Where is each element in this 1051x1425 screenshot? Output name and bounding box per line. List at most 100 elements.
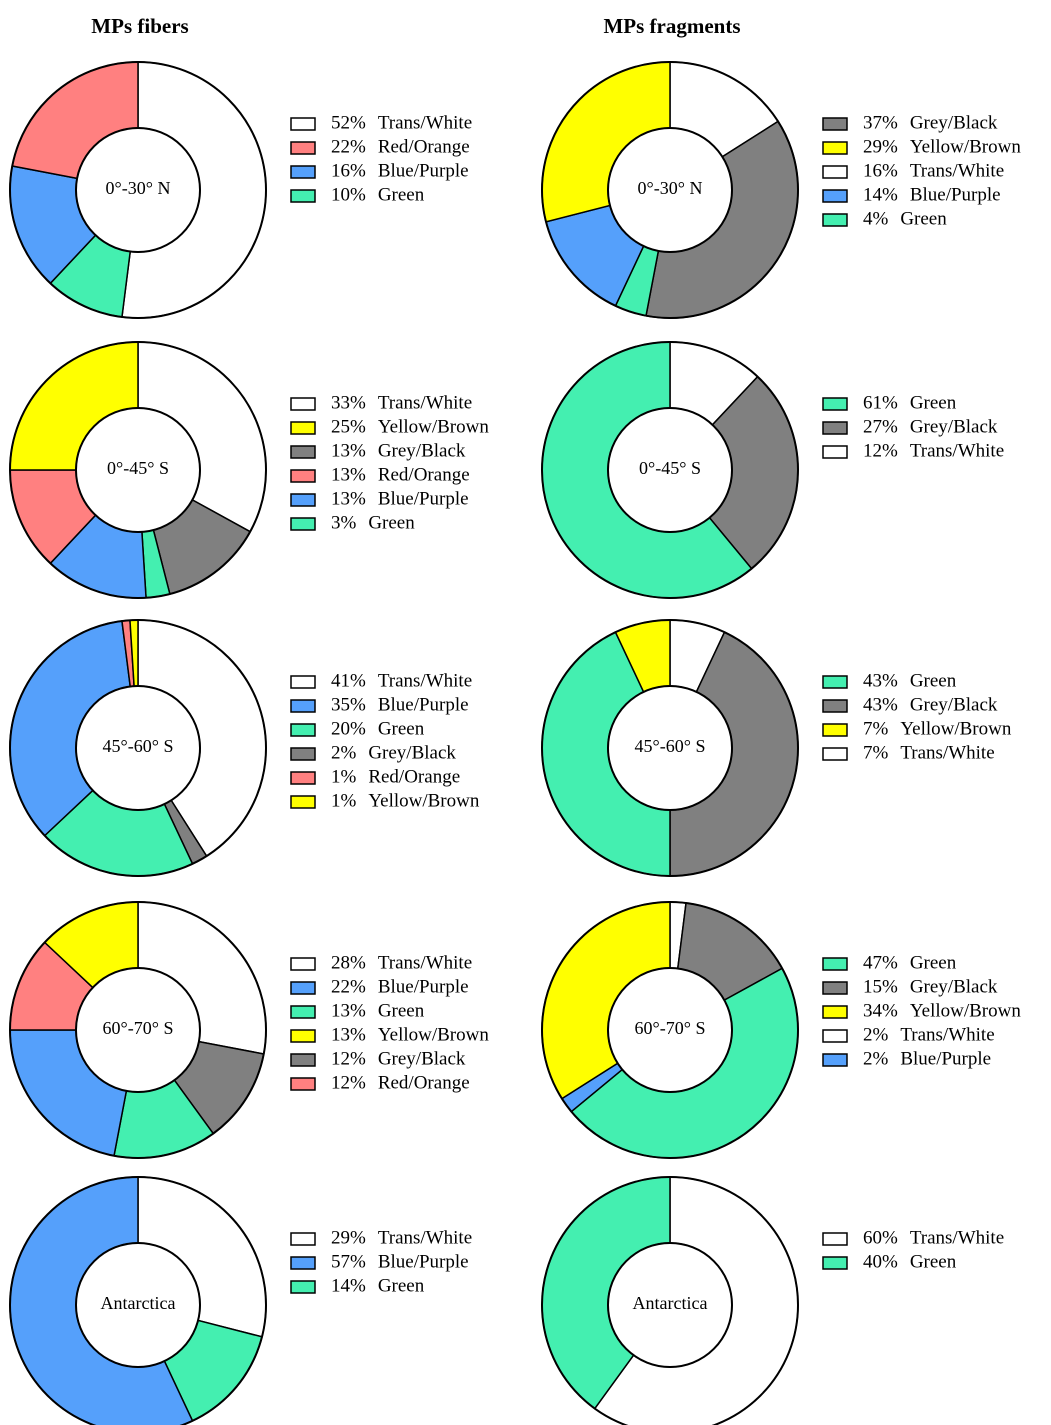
legend-label: Green [910,952,957,973]
donut-outline [9,619,267,877]
donut-hole [75,407,201,533]
legend-swatch [822,675,848,689]
legend-label: Grey/Black [910,976,998,997]
donut-outline [9,341,267,599]
legend-value: 33% [331,392,366,413]
center-label: 60°-70° S [635,1018,706,1038]
legend-value: 2% [331,742,357,763]
legend-value: 10% [331,184,366,205]
legend-label: Trans/White [378,1227,472,1248]
legend-value: 43% [863,694,898,715]
legend-swatch [290,1053,316,1067]
legend-swatch [290,771,316,785]
donut-hole [75,1242,201,1368]
legend-value: 43% [863,670,898,691]
legend-swatch [290,1005,316,1019]
legend-value: 25% [331,416,366,437]
legend-value: 52% [331,112,366,133]
legend-value: 60% [863,1227,898,1248]
legend-swatch [822,421,848,435]
legend-swatch [822,165,848,179]
legend-swatch [290,795,316,809]
legend-label: Grey/Black [910,694,998,715]
donut-hole [607,407,733,533]
center-label: 0°-45° S [639,458,701,478]
legend-swatch [822,117,848,131]
legend-label: Red/Orange [378,136,470,157]
center-label: 45°-60° S [635,736,706,756]
legend-label: Grey/Black [368,742,456,763]
legend-label: Blue/Purple [378,1251,469,1272]
donut-outline [541,341,799,599]
legend-swatch [822,397,848,411]
legend-swatch [290,957,316,971]
donut-outline [541,61,799,319]
legend-label: Blue/Purple [378,160,469,181]
legend-value: 20% [331,718,366,739]
legend-value: 3% [331,512,357,533]
legend-value: 29% [331,1227,366,1248]
legend-value: 57% [331,1251,366,1272]
center-label: Antarctica [101,1293,176,1313]
legend-swatch [822,141,848,155]
legend-swatch [822,957,848,971]
donut-hole [607,127,733,253]
legend-swatch [290,445,316,459]
legend-label: Trans/White [378,670,472,691]
legend-swatch [290,517,316,531]
column-title: MPs fibers [91,14,188,38]
legend-value: 12% [331,1072,366,1093]
legend-label: Yellow/Brown [910,136,1022,157]
donut-hole [75,967,201,1093]
legend-value: 22% [331,136,366,157]
legend-value: 13% [331,1024,366,1045]
donut-outline [9,1176,267,1425]
legend-value: 41% [331,670,366,691]
legend-value: 47% [863,952,898,973]
center-label: 0°-30° N [106,178,171,198]
legend-value: 61% [863,392,898,413]
legend-label: Yellow/Brown [378,1024,490,1045]
legend-label: Red/Orange [378,464,470,485]
donut-hole [607,1242,733,1368]
donut-outline [9,61,267,319]
legend-value: 29% [863,136,898,157]
legend-swatch [290,1232,316,1246]
legend-value: 37% [863,112,898,133]
legend-swatch [290,675,316,689]
legend-label: Trans/White [910,160,1004,181]
legend-label: Green [378,1000,425,1021]
legend-value: 1% [331,790,357,811]
legend-swatch [290,493,316,507]
center-label: 0°-45° S [107,458,169,478]
legend-swatch [822,1029,848,1043]
legend-label: Green [910,1251,957,1272]
legend-value: 22% [331,976,366,997]
legend-label: Red/Orange [378,1072,470,1093]
center-label: Antarctica [633,1293,708,1313]
legend-label: Green [378,718,425,739]
legend-swatch [290,1077,316,1091]
legend-label: Blue/Purple [900,1048,991,1069]
legend-label: Green [910,670,957,691]
legend-label: Green [378,184,425,205]
legend-value: 1% [331,766,357,787]
legend-value: 28% [331,952,366,973]
legend-value: 13% [331,488,366,509]
legend-swatch [822,1005,848,1019]
legend-label: Trans/White [900,1024,994,1045]
legend-label: Yellow/Brown [900,718,1012,739]
legend-swatch [290,397,316,411]
legend-value: 16% [863,160,898,181]
donut-hole [75,685,201,811]
legend-label: Trans/White [910,1227,1004,1248]
legend-value: 35% [331,694,366,715]
legend-value: 14% [331,1275,366,1296]
legend-swatch [290,1256,316,1270]
legend-label: Green [900,208,947,229]
legend-value: 12% [863,440,898,461]
legend-swatch [822,699,848,713]
legend-swatch [822,445,848,459]
legend-value: 13% [331,464,366,485]
donut-outline [541,1176,799,1425]
